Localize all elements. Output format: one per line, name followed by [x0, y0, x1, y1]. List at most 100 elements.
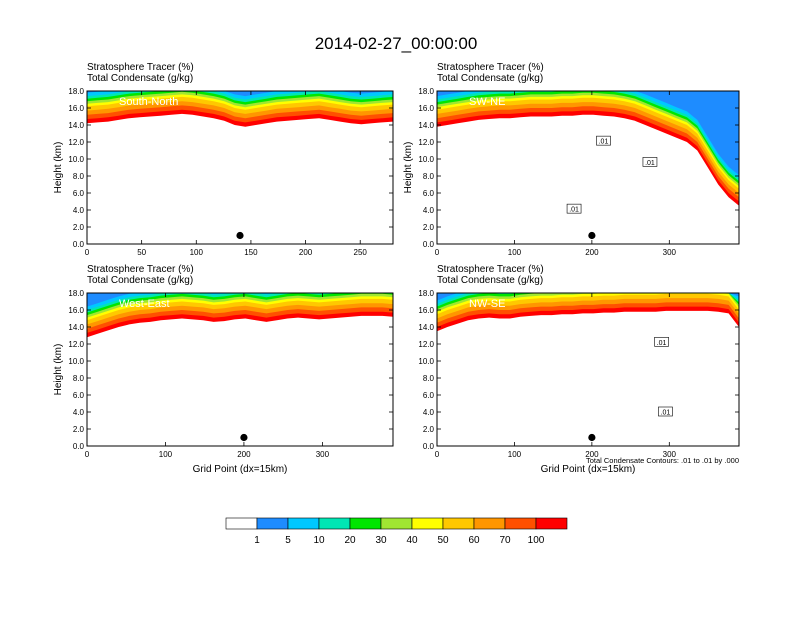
y-tick-label: 14.0 — [68, 121, 84, 130]
colorbar-label: 10 — [313, 535, 325, 546]
colorbar-swatch — [442, 517, 475, 530]
plot-frame — [86, 292, 394, 447]
panel-south-north: Stratosphere Tracer (%)Total Condensate … — [53, 62, 394, 257]
tracer-band-10 — [437, 293, 739, 307]
y-tick-label: 0.0 — [423, 442, 435, 451]
y-tick-label: 16.0 — [418, 104, 434, 113]
panel-label: South-North — [119, 96, 178, 108]
y-tick-label: 2.0 — [423, 223, 435, 232]
x-tick-label: 0 — [435, 248, 440, 257]
x-tick-label: 250 — [354, 248, 368, 257]
y-tick-label: 0.0 — [73, 240, 85, 249]
colorbar-swatch — [411, 517, 444, 530]
main-title: 2014-02-27_00:00:00 — [315, 34, 478, 53]
x-tick-label: 100 — [508, 450, 522, 459]
panel-header-condensate: Total Condensate (g/kg) — [87, 275, 193, 286]
location-marker — [236, 231, 244, 240]
y-tick-label: 18.0 — [68, 289, 84, 298]
colorbar-swatch — [318, 517, 351, 530]
colorbar-swatch — [287, 517, 320, 530]
contour-label: .01 — [661, 410, 671, 417]
colorbar-swatch — [473, 517, 506, 530]
colorbar-label: 5 — [285, 535, 291, 546]
contour-label-box — [654, 336, 669, 347]
y-tick-label: 14.0 — [68, 323, 84, 332]
y-tick-label: 0.0 — [423, 240, 435, 249]
contour-label-box — [642, 157, 658, 167]
colorbar-swatch — [535, 517, 568, 530]
y-tick-label: 4.0 — [423, 206, 435, 215]
y-tick-label: 0.0 — [73, 442, 85, 451]
y-tick-label: 8.0 — [423, 172, 435, 181]
contour-footnote: Total Condensate Contours: .01 to .01 by… — [586, 456, 739, 465]
tracer-band-1 — [437, 91, 739, 176]
y-tick-label: 8.0 — [423, 374, 435, 383]
colorbar-swatch — [504, 517, 537, 530]
contour-label: .01 — [657, 340, 667, 347]
x-tick-label: 100 — [190, 248, 204, 257]
y-tick-label: 14.0 — [418, 121, 434, 130]
y-tick-label: 8.0 — [73, 172, 85, 181]
location-marker — [240, 433, 248, 442]
y-tick-label: 16.0 — [68, 104, 84, 113]
contour-label: .01 — [599, 139, 609, 146]
x-tick-label: 200 — [585, 450, 599, 459]
colorbar: 1 5 10 20 30 40 50 60 70 100 — [225, 517, 568, 546]
x-tick-label: 50 — [137, 248, 146, 257]
y-tick-label: 6.0 — [423, 391, 435, 400]
colorbar-label: 70 — [499, 535, 511, 546]
panel-header-condensate: Total Condensate (g/kg) — [437, 73, 543, 84]
y-tick-label: 10.0 — [68, 155, 84, 164]
colorbar-label: 100 — [528, 535, 545, 546]
y-tick-label: 16.0 — [68, 306, 84, 315]
x-tick-label: 200 — [585, 248, 599, 257]
contour-label-box — [596, 135, 611, 146]
x-tick-label: 300 — [663, 248, 677, 257]
y-tick-label: 6.0 — [73, 391, 85, 400]
y-tick-label: 6.0 — [73, 189, 85, 198]
colorbar-label: 60 — [468, 535, 480, 546]
x-tick-label: 150 — [244, 248, 258, 257]
plot-frame — [436, 90, 740, 245]
colorbar-label: 40 — [406, 535, 418, 546]
tracer-band-30 — [437, 293, 739, 312]
x-tick-label: 100 — [508, 248, 522, 257]
colorbar-swatch — [225, 517, 258, 530]
plot-area — [437, 293, 739, 446]
panel-label: SW-NE — [469, 96, 505, 108]
y-axis-label: Height (km) — [53, 142, 64, 194]
y-tick-label: 10.0 — [418, 155, 434, 164]
x-tick-label: 0 — [85, 450, 90, 459]
y-tick-label: 10.0 — [418, 357, 434, 366]
location-marker — [588, 433, 596, 442]
contour-label: .01 — [569, 207, 579, 214]
y-tick-label: 18.0 — [68, 87, 84, 96]
y-tick-label: 12.0 — [68, 340, 84, 349]
y-tick-label: 2.0 — [73, 223, 85, 232]
y-tick-label: 10.0 — [68, 357, 84, 366]
y-tick-label: 8.0 — [73, 374, 85, 383]
y-tick-label: 12.0 — [418, 340, 434, 349]
panel-header-condensate: Total Condensate (g/kg) — [437, 275, 543, 286]
panel-west-east: Stratosphere Tracer (%)Total Condensate … — [53, 264, 394, 475]
contour-label-box — [566, 203, 582, 214]
x-tick-label: 100 — [159, 450, 173, 459]
colorbar-swatch — [256, 517, 289, 530]
y-axis-label: Height (km) — [53, 344, 64, 396]
y-tick-label: 18.0 — [418, 289, 434, 298]
x-axis-label: Grid Point (dx=15km) — [541, 464, 636, 475]
y-tick-label: 4.0 — [73, 206, 85, 215]
tracer-band-1 — [87, 91, 393, 97]
y-axis-label: Height (km) — [403, 142, 414, 194]
x-tick-label: 300 — [316, 450, 330, 459]
tracer-band-30 — [87, 293, 393, 318]
tracer-band-40 — [437, 91, 739, 189]
x-tick-label: 300 — [663, 450, 677, 459]
x-axis-label: Grid Point (dx=15km) — [193, 464, 288, 475]
y-tick-label: 4.0 — [423, 408, 435, 417]
y-tick-label: 2.0 — [423, 425, 435, 434]
location-marker — [588, 231, 596, 240]
panel-sw-ne: Stratosphere Tracer (%)Total Condensate … — [403, 62, 740, 257]
panel-label: West-East — [119, 298, 170, 310]
